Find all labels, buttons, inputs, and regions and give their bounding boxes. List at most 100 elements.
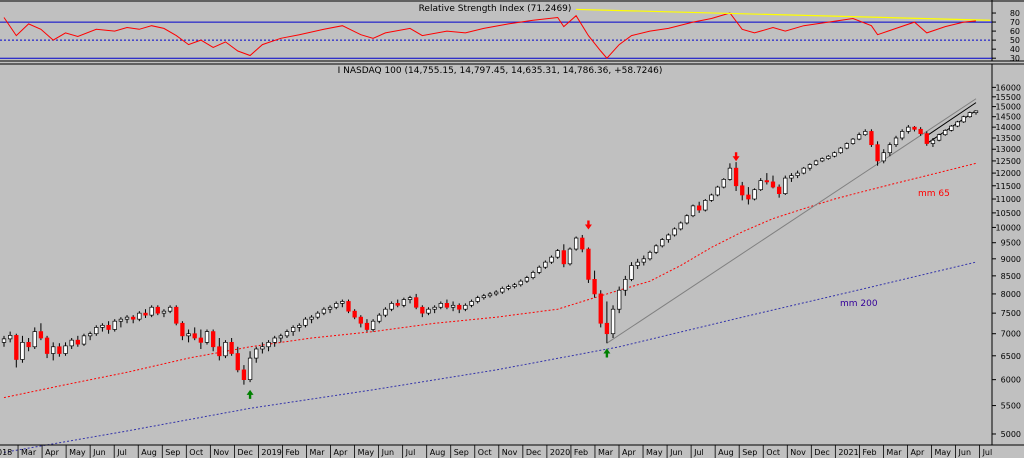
candle-body-up	[629, 265, 634, 280]
candle-body-up	[475, 297, 480, 302]
candle	[370, 319, 376, 332]
candle	[38, 323, 44, 341]
candle	[469, 299, 474, 308]
ma200-line	[3, 261, 977, 453]
candle-body-down	[733, 167, 739, 187]
candle-body-down	[364, 322, 370, 330]
candle-body-up	[389, 303, 394, 310]
candle	[229, 337, 234, 356]
candle	[598, 290, 603, 328]
candle-body-up	[512, 284, 517, 287]
candle-body-up	[721, 179, 726, 188]
candle-body-up	[930, 139, 936, 144]
candle-body-up	[549, 256, 554, 263]
price-panel: I NASDAQ 100 (14,755.15, 14,797.45, 14,6…	[1, 64, 1021, 453]
candle	[494, 290, 499, 296]
ma65-label: mm 65	[918, 189, 950, 199]
candle	[1, 335, 7, 347]
candle	[180, 321, 185, 341]
candle	[856, 132, 862, 141]
candle-body-up	[623, 279, 628, 291]
time-tick-label: Oct	[478, 448, 492, 457]
price-tick-label: 10500	[996, 209, 1021, 218]
candle	[426, 307, 431, 316]
candle	[377, 313, 382, 324]
time-tick-label: Oct	[189, 448, 203, 457]
candle-body-up	[850, 138, 856, 144]
candle	[506, 284, 511, 291]
rsi-line	[3, 12, 977, 59]
candle	[155, 305, 160, 316]
candle-body-up	[617, 289, 622, 310]
candle-body-up	[573, 237, 579, 250]
candle-body-down	[918, 128, 923, 134]
candle-body-up	[463, 304, 468, 310]
candle	[610, 305, 616, 338]
candle	[241, 365, 247, 385]
candle	[346, 299, 351, 314]
candle-body-up	[186, 333, 191, 337]
candle-body-down	[26, 341, 31, 348]
candle	[32, 327, 37, 349]
candle-body-up	[524, 277, 530, 282]
candle-body-up	[647, 251, 653, 260]
candle-body-down	[598, 293, 603, 324]
candle-body-up	[315, 312, 320, 318]
candle	[131, 315, 136, 324]
candle	[395, 299, 400, 308]
candle-body-up	[8, 335, 13, 340]
candle-body-down	[912, 126, 917, 130]
candle-body-up	[537, 266, 542, 273]
candle-body-up	[813, 160, 819, 165]
candle-body-up	[51, 346, 56, 354]
candle-body-up	[567, 248, 573, 265]
price-tick-label: 9000	[1001, 255, 1021, 264]
candle-body-up	[703, 200, 708, 211]
candle	[961, 115, 966, 123]
price-tick-label: 14500	[996, 113, 1021, 122]
candle	[401, 297, 407, 308]
candle-body-up	[137, 312, 142, 320]
rsi-panel: Relative Strength Index (71.2469) 807060…	[0, 0, 1024, 63]
candle-body-up	[955, 121, 960, 127]
price-tick-label: 7000	[1001, 330, 1021, 339]
price-tick-label: 12500	[996, 157, 1021, 166]
candle	[770, 175, 776, 189]
candle	[364, 319, 370, 332]
candle-body-down	[352, 310, 357, 318]
time-tick-label: Jun	[92, 448, 106, 457]
candle	[967, 111, 972, 118]
candle	[8, 331, 13, 343]
time-tick-label: Dec	[814, 448, 829, 457]
candle	[973, 110, 979, 115]
candle	[918, 127, 923, 136]
candle-body-up	[266, 341, 271, 348]
candle-body-down	[229, 341, 234, 354]
candle	[235, 346, 240, 373]
candle-body-up	[81, 335, 87, 345]
time-tick-label: 2021	[838, 448, 858, 457]
candle-body-down	[561, 250, 566, 265]
candle	[807, 163, 813, 171]
candle	[678, 221, 683, 231]
candle-body-down	[924, 133, 929, 144]
candle	[14, 333, 19, 368]
candle	[783, 175, 788, 195]
candle	[272, 335, 277, 347]
candle	[776, 184, 782, 198]
candle	[204, 329, 210, 345]
candle	[20, 335, 25, 363]
candle	[161, 309, 167, 318]
candle-body-up	[272, 337, 277, 343]
candle	[75, 335, 80, 347]
time-tick-label: Feb	[574, 448, 588, 457]
candle-body-up	[100, 324, 105, 328]
candle-body-up	[801, 167, 806, 174]
candle	[647, 250, 653, 261]
candle-body-up	[653, 245, 659, 253]
candle-body-up	[1, 338, 7, 343]
time-tick-label: Mar	[598, 448, 614, 457]
candle-body-up	[715, 186, 720, 196]
candle-body-down	[586, 248, 591, 280]
